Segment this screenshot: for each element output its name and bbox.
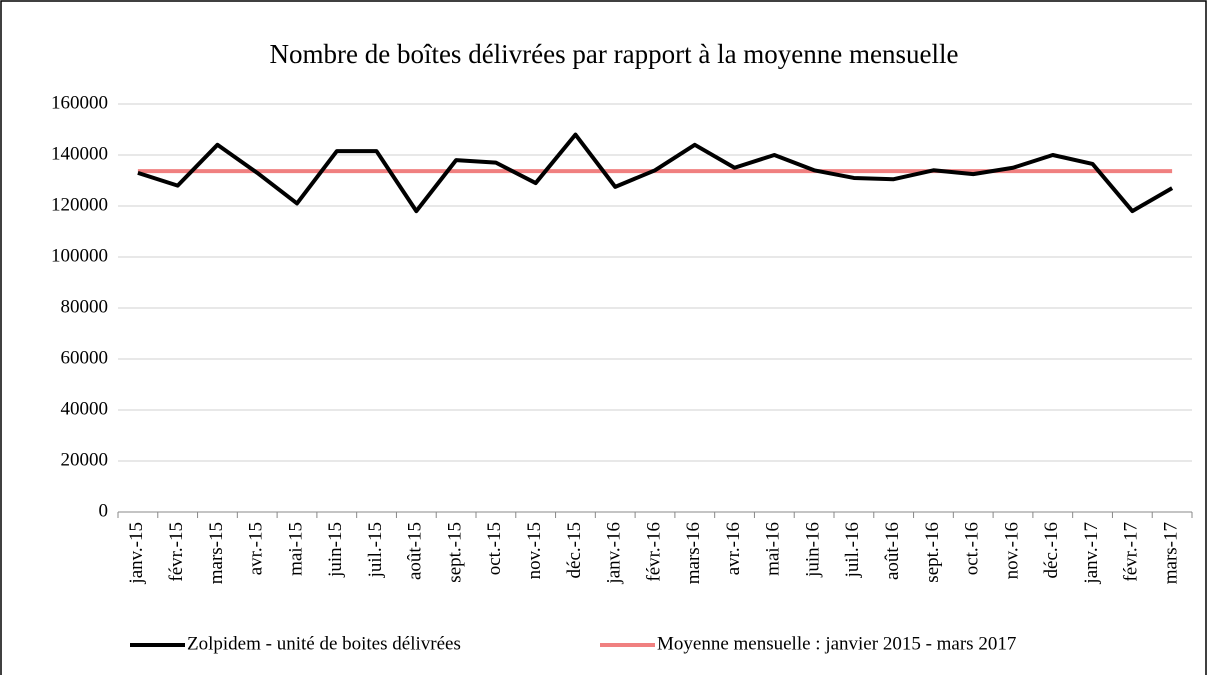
x-tick-label: mars-17 — [1160, 522, 1181, 584]
y-tick-label: 80000 — [61, 296, 109, 317]
x-tick-label: avr.-16 — [723, 522, 744, 575]
x-tick-label: août-15 — [405, 522, 426, 580]
y-tick-label: 60000 — [61, 347, 109, 368]
x-tick-label: févr.-15 — [166, 522, 187, 582]
x-tick-label: sept.-16 — [922, 522, 943, 583]
x-tick-label: nov.-15 — [524, 522, 545, 579]
x-tick-label: mai-15 — [285, 522, 306, 576]
x-tick-label: févr.-16 — [643, 522, 664, 582]
x-tick-label: août-16 — [882, 522, 903, 580]
y-tick-label: 120000 — [51, 194, 108, 215]
x-tick-label: janv.-16 — [604, 522, 625, 585]
x-tick-label: oct.-16 — [962, 522, 983, 575]
line-series — [137, 132, 1174, 214]
x-tick-label: juil.-15 — [365, 522, 386, 578]
x-tick-label: nov.-16 — [1001, 522, 1022, 579]
legend-label: Zolpidem - unité de boites délivrées — [187, 633, 461, 654]
x-tick-label: mai-16 — [763, 522, 784, 576]
legend-label: Moyenne mensuelle : janvier 2015 - mars … — [657, 633, 1016, 654]
y-tick-label: 20000 — [61, 449, 109, 470]
y-tick-label: 0 — [99, 500, 109, 521]
x-tick-label: juin-15 — [325, 522, 346, 578]
x-tick-label: juil.-16 — [842, 522, 863, 578]
x-tick-label: mars-16 — [683, 522, 704, 584]
x-tick-label: déc.-16 — [1041, 522, 1062, 578]
x-tick-label: oct.-15 — [484, 522, 505, 575]
x-tick-label: déc.-15 — [564, 522, 585, 578]
x-tick-label: sept.-15 — [444, 522, 465, 583]
x-tick-label: janv.-17 — [1081, 522, 1102, 585]
x-tick-label: mars-15 — [206, 522, 227, 584]
x-tick-label: févr.-17 — [1121, 522, 1142, 582]
x-tick-label: janv.-15 — [126, 522, 147, 585]
y-tick-label: 140000 — [51, 143, 108, 164]
y-tick-label: 40000 — [61, 398, 109, 419]
x-tick-label: avr.-15 — [246, 522, 267, 575]
y-tick-label: 160000 — [51, 92, 108, 113]
y-tick-label: 100000 — [51, 245, 108, 266]
chart-title: Nombre de boîtes délivrées par rapport à… — [269, 39, 958, 69]
x-tick-label: juin-16 — [802, 522, 823, 578]
